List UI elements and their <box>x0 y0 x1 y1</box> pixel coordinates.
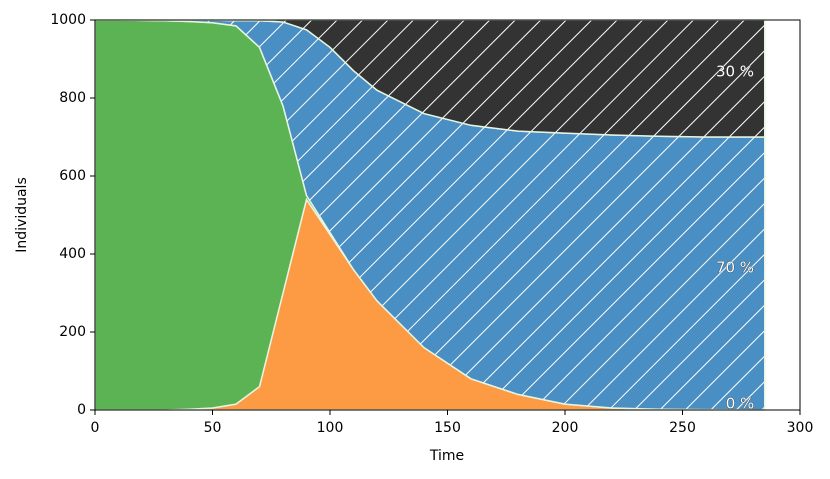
x-tick-label: 150 <box>434 420 461 436</box>
x-tick-label: 300 <box>787 420 814 436</box>
x-tick-label: 0 <box>91 420 100 436</box>
y-tick-label: 1000 <box>50 12 86 28</box>
x-tick-label: 200 <box>552 420 579 436</box>
y-tick-label: 600 <box>59 168 86 184</box>
x-axis-label: Time <box>429 448 464 464</box>
y-tick-label: 800 <box>59 90 86 106</box>
y-axis-label: Individuals <box>14 177 30 252</box>
annotation: 70 % <box>716 259 754 277</box>
x-tick-label: 250 <box>669 420 696 436</box>
y-tick-label: 0 <box>77 402 86 418</box>
y-tick-label: 400 <box>59 246 86 262</box>
y-tick-label: 200 <box>59 324 86 340</box>
annotation: 30 % <box>716 63 754 81</box>
x-tick-label: 50 <box>204 420 222 436</box>
annotation: 0 % <box>726 395 755 413</box>
x-tick-label: 100 <box>317 420 344 436</box>
